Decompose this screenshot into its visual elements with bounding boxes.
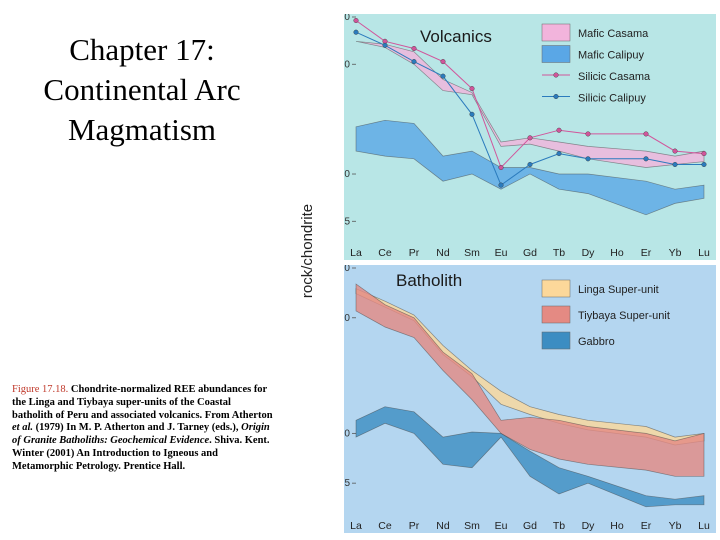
series-point-silicic-casama [353, 17, 359, 23]
x-tick-label: Er [641, 520, 652, 532]
y-tick-label: 100 [344, 265, 350, 274]
band-tiybaya-super-unit [355, 283, 705, 477]
caption-text-1: Chondrite-normalized REE abundances for … [12, 384, 273, 421]
x-tick-label: Yb [669, 247, 682, 259]
x-tick-label: Sm [464, 520, 480, 532]
figure-caption: Figure 17.18. Chondrite-normalized REE a… [12, 384, 274, 474]
title-line-3: Magmatism [67, 112, 217, 147]
x-tick-label: Eu [495, 520, 508, 532]
legend-label: Mafic Casama [578, 28, 649, 40]
y-axis-label-text: rock/chondrite [299, 204, 316, 298]
x-tick-label: Nd [436, 247, 450, 259]
x-tick-label: Tb [553, 247, 565, 259]
series-point-silicic-calipuy [411, 59, 417, 65]
x-tick-label: Yb [669, 520, 682, 532]
y-tick-label: 10 [344, 169, 350, 180]
legend-swatch [541, 331, 571, 350]
series-line-silicic-calipuy [355, 31, 704, 186]
x-tick-label: Lu [698, 520, 710, 532]
legend-label: Silicic Casama [578, 71, 651, 83]
title-line-1: Chapter 17: [69, 32, 215, 67]
series-point-silicic-calipuy [643, 156, 649, 162]
legend-swatch [541, 23, 571, 42]
y-axis-label: rock/chondrite [299, 204, 316, 298]
x-tick-label: Pr [409, 520, 420, 532]
series-line-silicic-casama [355, 20, 705, 169]
x-tick-label: Gd [523, 520, 537, 532]
x-tick-label: Sm [464, 247, 480, 259]
x-tick-label: Pr [409, 247, 420, 259]
caption-text-3: . Shiva. Kent. Winter (2001) An Introduc… [12, 435, 270, 472]
legend-swatch [541, 45, 571, 63]
legend-label: Mafic Calipuy [578, 50, 645, 62]
legend-label: Tiybaya Super-unit [578, 310, 670, 322]
caption-book-title: Origin of Granite Batholiths: Geochemica… [12, 422, 270, 447]
y-tick-label: 5 [344, 478, 350, 489]
chart-title: Batholith [396, 271, 462, 290]
band-gabbro [355, 406, 705, 508]
x-tick-label: Gd [523, 247, 537, 259]
legend-label: Linga Super-unit [578, 284, 659, 296]
series-point-silicic-calipuy [527, 161, 533, 167]
series-point-silicic-casama [527, 135, 533, 141]
x-tick-label: La [350, 520, 362, 532]
plot-background [344, 265, 716, 533]
x-tick-label: Ce [378, 247, 392, 259]
series-point-silicic-casama [469, 86, 475, 92]
x-tick-label: Ho [610, 247, 624, 259]
series-point-silicic-calipuy [701, 161, 707, 167]
series-point-silicic-casama [643, 131, 649, 137]
figure-label: Figure 17.18. [12, 384, 69, 395]
x-tick-label: Er [641, 247, 652, 259]
legend-label: Silicic Calipuy [578, 93, 646, 105]
x-tick-label: La [350, 247, 362, 259]
series-point-silicic-casama [556, 127, 562, 133]
series-point-silicic-calipuy [672, 161, 678, 167]
legend-marker [553, 93, 559, 99]
x-tick-label: Tb [553, 520, 565, 532]
legend-swatch [541, 305, 571, 324]
series-point-silicic-casama [585, 131, 591, 137]
series-point-silicic-calipuy [585, 156, 591, 162]
series-point-silicic-calipuy [556, 151, 562, 157]
batholith-chart: 100 50 10 5 La Ce Pr Nd Sm Eu Gd Tb Dy Ho Er Yb Lu Bathol… [344, 265, 716, 533]
band-mafic-casama [355, 40, 705, 168]
series-point-silicic-casama [440, 59, 446, 65]
series-point-silicic-casama [672, 148, 678, 154]
series-point-silicic-calipuy [353, 29, 359, 35]
band-mafic-calipuy [355, 119, 705, 216]
x-tick-label: Nd [436, 520, 450, 532]
series-point-silicic-calipuy [469, 111, 475, 117]
volcanics-chart: 100 50 10 5 La Ce Pr Nd Sm Eu Gd Tb Dy Ho Er Yb Lu Volcan… [344, 14, 716, 260]
caption-text-2: (1979) In M. P. Atherton and J. Tarney (… [33, 422, 242, 434]
series-point-silicic-casama [411, 46, 417, 52]
series-point-silicic-calipuy [440, 73, 446, 79]
title-line-2: Continental Arc [43, 72, 241, 107]
x-tick-label: Lu [698, 247, 710, 259]
y-tick-label: 50 [344, 59, 350, 70]
y-tick-label: 100 [344, 14, 350, 23]
legend-label: Gabbro [578, 336, 615, 348]
series-point-silicic-casama [498, 165, 504, 171]
series-point-silicic-calipuy [498, 182, 504, 188]
series-point-silicic-casama [701, 151, 707, 157]
chart-title: Volcanics [420, 27, 492, 46]
x-tick-label: Ho [610, 520, 624, 532]
series-point-silicic-calipuy [382, 42, 388, 48]
x-tick-label: Dy [582, 247, 596, 259]
legend-marker [553, 72, 559, 78]
slide-title: Chapter 17: Continental Arc Magmatism [0, 30, 284, 150]
x-tick-label: Dy [582, 520, 596, 532]
x-tick-label: Ce [378, 520, 392, 532]
y-tick-label: 5 [344, 216, 350, 227]
y-tick-label: 50 [344, 313, 350, 324]
x-tick-label: Eu [495, 247, 508, 259]
caption-et-al: et al. [12, 422, 33, 434]
y-tick-label: 10 [344, 428, 350, 439]
legend-swatch [541, 279, 571, 298]
